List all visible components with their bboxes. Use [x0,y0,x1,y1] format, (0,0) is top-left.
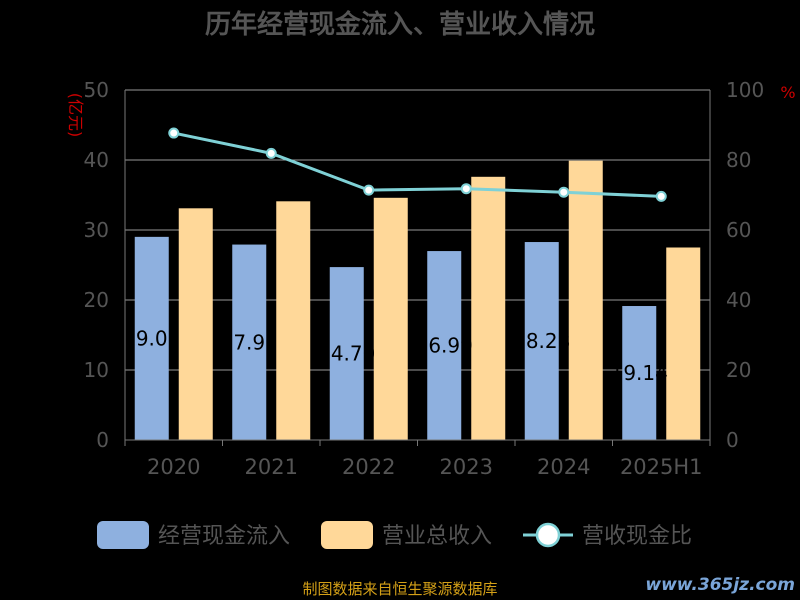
bar-total-revenue [666,247,701,440]
y-right-tick-label: 80 [726,148,751,172]
y-right-tick-label: 60 [726,218,751,242]
legend-label-ratio: 营收现金比 [582,524,692,549]
x-tick-label: 2025H1 [620,455,703,479]
bar-total-revenue [471,176,506,441]
bar-value-label: 19.14 [611,361,668,385]
x-tick-label: 2023 [440,455,493,479]
y-left-tick-label: 30 [84,218,109,242]
bar-cash-inflow [524,242,559,440]
legend-label-total-revenue: 营业总收入 [382,524,492,549]
ratio-point [363,184,375,196]
source-footer: 制图数据来自恒生聚源数据库 [302,580,497,598]
bar-value-label: 28.28 [513,329,570,353]
y-left-tick-label: 50 [84,78,109,102]
legend-label-cash-inflow: 经营现金流入 [158,524,290,549]
y-left-tick-label: 20 [84,288,109,312]
y-left-tick-label: 40 [84,148,109,172]
legend-marker-ratio [535,522,561,548]
bar-total-revenue [373,197,408,440]
right-axis-unit: % [780,83,795,102]
chart-title: 历年经营现金流入、营业收入情况 [205,9,595,40]
watermark-text: www.365jz.com [645,575,795,595]
bar-value-label: 26.99 [416,334,473,358]
grid-lines [125,89,710,371]
bar-cash-inflow [232,244,267,440]
bar-cash-inflow [427,251,462,440]
legend: 经营现金流入 营业总收入 营收现金比 [97,521,692,549]
y-right-tick-label: 20 [726,358,751,382]
bar-data-labels: 29.02 27.92 24.70 26.99 28.28 19.14 [123,326,668,385]
y-left-tick-label: 10 [84,358,109,382]
bar-value-label: 27.92 [221,330,278,354]
bar-total-revenue [178,208,213,440]
bar-cash-inflow [622,306,657,440]
bar-cash-inflow [329,267,364,440]
y-left-tick-label: 0 [96,428,109,452]
y-right-tick-label: 0 [726,428,739,452]
bar-cash-inflow [134,236,169,440]
bar-total-revenue [276,201,311,440]
ratio-point [655,190,667,202]
x-tick-label: 2022 [342,455,395,479]
bar-value-label: 24.70 [318,342,375,366]
x-tick-label: 2020 [147,455,200,479]
left-axis-unit: (亿元) [66,93,85,138]
bar-series [134,160,701,441]
ratio-point [460,183,472,195]
legend-swatch-total-revenue [321,521,373,549]
ratio-point [168,127,180,139]
bar-total-revenue [568,160,603,440]
y-right-tick-label: 40 [726,288,751,312]
axes: 0 10 20 30 40 50 0 20 40 60 80 100 2020 2021 2022 2023 2… [84,78,765,479]
y-right-tick-label: 100 [726,78,764,102]
bar-value-label: 29.02 [123,326,180,350]
x-tick-label: 2024 [537,455,590,479]
legend-swatch-cash-inflow [97,521,149,549]
x-tick-label: 2021 [245,455,298,479]
ratio-line [173,131,662,198]
ratio-point [265,147,277,159]
ratio-point [558,186,570,198]
line-series [168,127,667,202]
